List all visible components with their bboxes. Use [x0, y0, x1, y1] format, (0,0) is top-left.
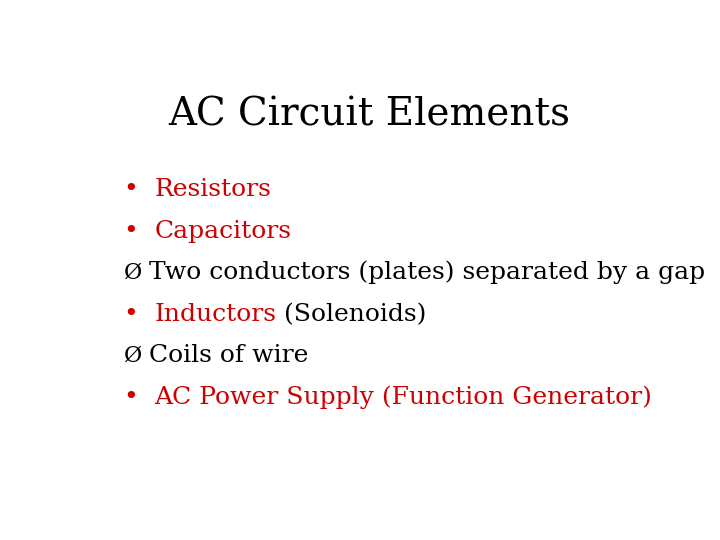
Text: Resistors: Resistors: [154, 178, 271, 201]
Text: Ø: Ø: [124, 262, 142, 284]
Text: Coils of wire: Coils of wire: [148, 345, 308, 367]
Text: Ø: Ø: [124, 345, 142, 367]
Text: •: •: [124, 178, 138, 201]
Text: (Solenoids): (Solenoids): [276, 303, 426, 326]
Text: •: •: [124, 303, 138, 326]
Text: AC Circuit Elements: AC Circuit Elements: [168, 96, 570, 133]
Text: Two conductors (plates) separated by a gap: Two conductors (plates) separated by a g…: [148, 261, 705, 285]
Text: Capacitors: Capacitors: [154, 220, 291, 242]
Text: •: •: [124, 386, 138, 409]
Text: Inductors: Inductors: [154, 303, 276, 326]
Text: AC Power Supply (Function Generator): AC Power Supply (Function Generator): [154, 386, 652, 409]
Text: •: •: [124, 220, 138, 242]
